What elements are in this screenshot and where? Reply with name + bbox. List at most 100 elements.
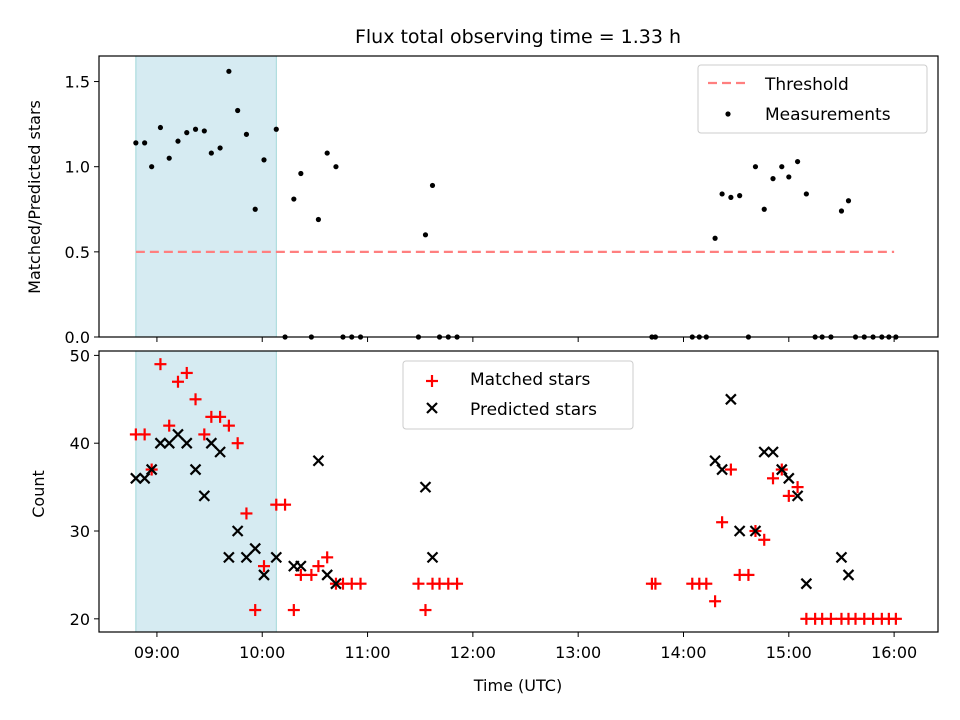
matched-star-point: [700, 577, 713, 590]
matched-star-point: [240, 507, 253, 520]
matched-star-point: [354, 577, 367, 590]
top-chart-title: Flux total observing time = 1.33 h: [355, 26, 681, 48]
bottom-y-tick-label: 20: [70, 610, 90, 629]
predicted-star-point: [295, 560, 307, 572]
matched-star-point: [198, 428, 211, 441]
predicted-star-point: [842, 569, 855, 581]
predicted-star-point: [249, 542, 261, 555]
measurement-point: [192, 126, 199, 132]
top-y-tick-label: 1.0: [65, 158, 90, 177]
bottom-y-tick-label: 50: [70, 346, 90, 365]
legend-measurements-swatch: [725, 111, 731, 117]
measurement-point: [291, 196, 297, 202]
x-tick-label: 14:00: [660, 643, 706, 662]
predicted-star-point: [214, 446, 226, 458]
x-tick-label: 13:00: [555, 643, 601, 662]
predicted-star-point: [758, 446, 771, 458]
matched-star-point: [742, 568, 755, 581]
bottom-panel: 20 30 40 50 09:00 10:00 11:00 12:00 13:00 14:00 15…: [29, 346, 939, 695]
predicted-star-point: [776, 463, 788, 476]
matched-star-point: [321, 551, 334, 564]
matched-star-point: [649, 577, 662, 590]
legend-matched-swatch: [426, 375, 438, 387]
measurement-point: [261, 157, 267, 163]
predicted-star-point: [223, 551, 235, 564]
measurement-point: [201, 128, 207, 134]
predicted-star-point: [231, 525, 244, 537]
measurement-point: [226, 68, 232, 74]
predicted-star-point: [163, 437, 175, 449]
measurement-point: [184, 130, 190, 136]
x-tick-label: 10:00: [239, 643, 285, 662]
matched-star-point: [287, 604, 300, 617]
measurement-point: [712, 235, 718, 241]
measurement-point: [252, 206, 258, 212]
matched-star-point: [791, 481, 804, 494]
predicted-star-point: [240, 551, 253, 564]
matched-star-point: [716, 516, 729, 529]
measurement-point: [243, 131, 250, 137]
measurement-point: [149, 164, 155, 170]
predicted-star-point: [791, 490, 804, 502]
bottom-axis-ticks: 20 30 40 50 09:00 10:00 11:00 12:00 13:00 14:00 15…: [70, 346, 918, 662]
measurement-point: [429, 182, 436, 189]
predicted-star-point: [198, 490, 211, 502]
predicted-star-point: [270, 551, 283, 564]
legend-predicted-swatch: [426, 402, 438, 414]
measurements-series: [133, 68, 899, 340]
bottom-y-tick-label: 30: [70, 522, 90, 541]
predicted-star-point: [145, 463, 158, 476]
predicted-star-point: [154, 437, 167, 449]
measurement-point: [208, 150, 214, 156]
bottom-y-tick-label: 40: [70, 434, 90, 453]
predicted-star-point: [800, 577, 813, 590]
predicted-star-point: [330, 577, 342, 590]
measurement-point: [803, 191, 809, 197]
measurement-point: [175, 138, 181, 144]
measurement-point: [142, 140, 148, 146]
matched-star-point: [758, 533, 771, 546]
matched-star-point: [782, 489, 795, 502]
matched-star-point: [279, 498, 292, 511]
matched-star-point: [889, 612, 902, 625]
measurement-point: [298, 170, 304, 177]
predicted-star-point: [783, 472, 795, 485]
top-plot-frame: [98, 55, 939, 338]
legend-measurements-label: Measurements: [765, 105, 891, 125]
top-panel: Flux total observing time = 1.33 h 0.00.…: [25, 26, 939, 347]
measurement-point: [770, 176, 776, 182]
matched-star-point: [767, 472, 780, 485]
matched-star-point: [231, 437, 244, 450]
matched-star-point: [724, 463, 737, 476]
measurement-point: [273, 126, 279, 132]
x-tick-label: 15:00: [766, 643, 812, 662]
top-y-tick-label: 0.0: [65, 328, 90, 347]
x-tick-label: 12:00: [450, 643, 496, 662]
measurement-point: [166, 155, 172, 161]
bottom-y-axis-label: Count: [29, 470, 48, 518]
matched-star-point: [249, 604, 262, 617]
measurement-point: [422, 232, 429, 238]
matched-star-point: [163, 419, 176, 432]
bottom-legend-box: [402, 360, 634, 430]
predicted-star-point: [725, 393, 737, 406]
measurement-point: [333, 164, 339, 170]
predicted-star-point: [426, 551, 439, 564]
legend-threshold-label: Threshold: [764, 75, 849, 95]
matched-star-point: [180, 366, 193, 379]
predicted-star-point: [321, 569, 333, 581]
predicted-star-point: [180, 437, 193, 449]
matched-star-point: [824, 612, 837, 625]
predicted-star-point: [138, 472, 151, 485]
legend-predicted-label: Predicted stars: [470, 400, 597, 420]
matched-star-point: [214, 410, 227, 423]
measurement-point: [235, 107, 241, 114]
matched-star-point: [257, 560, 270, 573]
legend-matched-label: Matched stars: [470, 370, 590, 390]
measurement-point: [719, 191, 725, 197]
predicted-star-point: [205, 437, 218, 449]
predicted-star-point: [733, 525, 746, 537]
measurement-point: [752, 164, 759, 170]
top-y-tick-label: 1.5: [65, 73, 90, 92]
